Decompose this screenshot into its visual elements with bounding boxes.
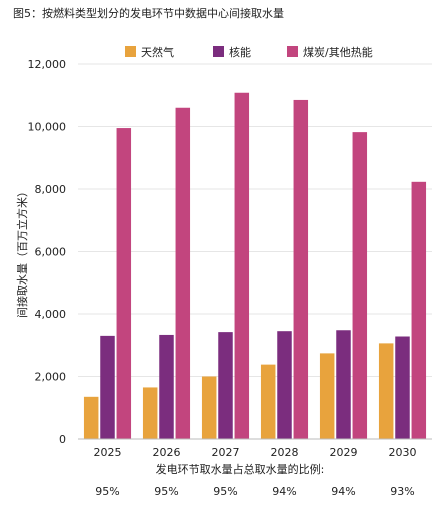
bars: [83, 92, 427, 439]
bar: [142, 387, 158, 439]
bar: [159, 334, 174, 439]
bar: [319, 353, 335, 439]
legend-swatch: [213, 46, 224, 57]
legend-swatch: [287, 46, 298, 57]
share-value: 94%: [272, 485, 296, 498]
bar: [201, 376, 217, 439]
legend-swatch: [125, 46, 136, 57]
share-value: 94%: [331, 485, 355, 498]
bar: [378, 343, 394, 439]
y-tick-label: 4,000: [35, 308, 67, 321]
bar: [260, 364, 276, 439]
bar: [352, 132, 368, 439]
y-tick-label: 0: [59, 433, 66, 446]
share-values: 95% 95% 95% 94% 94% 93%: [95, 485, 414, 498]
bar: [175, 107, 191, 439]
y-axis-ticks: 0 2,000 4,000 6,000 8,000 10,000 12,000: [28, 58, 67, 446]
y-tick-label: 8,000: [35, 183, 67, 196]
bar: [277, 331, 292, 439]
legend-label: 天然气: [141, 45, 174, 59]
y-tick-label: 6,000: [35, 246, 67, 259]
legend-label: 煤炭/其他热能: [303, 45, 373, 59]
chart-title: 图5：按燃料类型划分的发电环节中数据中心间接取水量: [13, 6, 284, 20]
bar: [336, 330, 351, 439]
y-axis-label: 间接取水量（百万立方米）: [15, 186, 29, 318]
share-label: 发电环节取水量占总取水量的比例:: [156, 462, 325, 476]
legend: 天然气 核能 煤炭/其他热能: [125, 45, 373, 59]
x-tick-label: 2030: [389, 446, 417, 459]
y-tick-label: 12,000: [28, 58, 67, 71]
bar: [411, 181, 427, 439]
bar: [100, 335, 115, 439]
x-tick-label: 2027: [212, 446, 240, 459]
share-value: 93%: [390, 485, 414, 498]
y-tick-label: 10,000: [28, 121, 67, 134]
x-tick-label: 2028: [271, 446, 299, 459]
bar: [83, 396, 99, 439]
x-tick-label: 2029: [330, 446, 358, 459]
bar: [395, 336, 410, 439]
x-tick-label: 2026: [153, 446, 181, 459]
legend-label: 核能: [229, 45, 251, 59]
share-value: 95%: [154, 485, 178, 498]
x-axis-ticks: 2025 2026 2027 2028 2029 2030: [94, 446, 417, 459]
bar: [293, 99, 309, 439]
gridlines: [78, 63, 432, 377]
share-value: 95%: [213, 485, 237, 498]
bar: [116, 128, 132, 439]
y-tick-label: 2,000: [35, 371, 67, 384]
bar: [218, 332, 233, 439]
x-tick-label: 2025: [94, 446, 122, 459]
bar: [234, 92, 250, 439]
share-value: 95%: [95, 485, 119, 498]
